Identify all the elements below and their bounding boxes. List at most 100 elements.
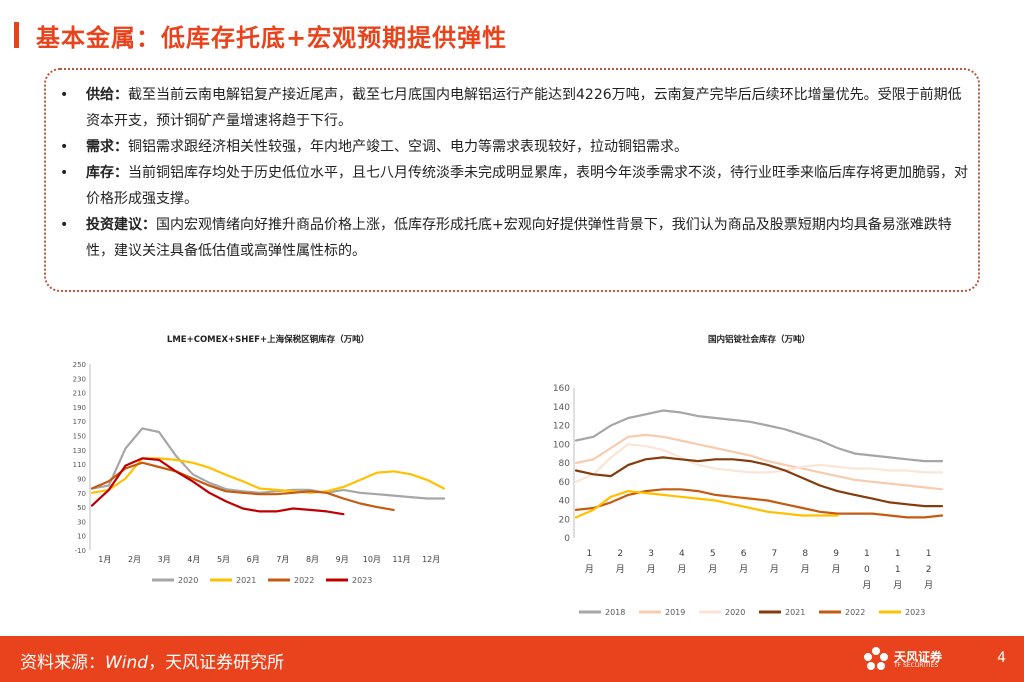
x-tick-label: 月 <box>801 564 810 575</box>
summary-box <box>44 68 980 292</box>
x-tick-label: 4 <box>679 549 685 559</box>
x-tick-label: 1月 <box>98 555 111 564</box>
y-tick-label: 30 <box>77 518 86 526</box>
y-tick-label: 150 <box>73 433 86 441</box>
y-tick-label: 70 <box>77 490 86 498</box>
series-line-2020 <box>90 427 446 500</box>
y-tick-label: 170 <box>73 418 86 426</box>
y-tick-label: 10 <box>77 533 86 541</box>
source-wind: Wind <box>105 653 149 673</box>
bullet-text: 国内宏观情绪向好推升商品价格上涨，低库存形成托底+宏观向好提供弹性背景下，我们认… <box>86 217 952 259</box>
x-tick-label: 1 <box>926 549 932 559</box>
bullet-text: 截至当前云南电解铝复产接近尾声，截至七月底国内电解铝运行产能达到4226万吨，云… <box>86 87 962 129</box>
x-tick-label: 8 <box>802 549 808 559</box>
series-line-2018 <box>574 409 944 463</box>
y-tick-label: 80 <box>559 459 571 469</box>
x-tick-label: 6 <box>741 549 747 559</box>
bullet-key: 库存： <box>86 165 128 181</box>
chart-title: LME+COMEX+SHEF+上海保税区铜库存（万吨） <box>167 334 369 345</box>
series-line-2020 <box>574 443 944 483</box>
x-tick-label: 0 <box>864 565 870 575</box>
x-tick-label: 2 <box>926 565 932 575</box>
y-tick-label: 130 <box>73 447 86 455</box>
x-tick-label: 9月 <box>336 555 349 564</box>
page-title: 基本金属：低库存托底+宏观预期提供弹性 <box>36 24 508 52</box>
bullet-text: 铜铝需求跟经济相关性较强，年内地产竣工、空调、电力等需求表现较好，拉动铜铝需求。 <box>128 139 688 155</box>
source-prefix: 资料来源： <box>20 653 105 673</box>
x-tick-label: 1 <box>895 565 901 575</box>
series-line-2023 <box>90 457 345 516</box>
x-tick-label: 2 <box>617 549 623 559</box>
x-tick-label: 10月 <box>363 555 381 564</box>
x-tick-label: 6月 <box>247 555 260 564</box>
x-tick-label: 3月 <box>158 555 171 564</box>
bullet-supply: • 供给：截至当前云南电解铝复产接近尾声，截至七月底国内电解铝运行产能达到4226… <box>60 82 972 134</box>
logo-text: 天风证券 <box>894 650 943 664</box>
page-number: 4 <box>997 650 1006 666</box>
bullet-key: 供给： <box>86 87 128 103</box>
bullet-advice: • 投资建议：国内宏观情绪向好推升商品价格上涨，低库存形成托底+宏观向好提供弹性背… <box>60 212 972 264</box>
source-suffix: ，天风证券研究所 <box>148 653 285 673</box>
x-tick-label: 月 <box>647 564 656 575</box>
y-tick-label: -10 <box>75 547 86 555</box>
x-tick-label: 9 <box>833 549 839 559</box>
y-tick-label: 60 <box>559 478 571 488</box>
legend-label-2021: 2021 <box>785 608 805 617</box>
x-tick-label: 4月 <box>187 555 200 564</box>
x-tick-label: 7 <box>772 549 778 559</box>
copy-inventory-chart: LME+COMEX+SHEF+上海保税区铜库存（万吨） -10 10 30 50 70 90… <box>73 334 446 585</box>
x-tick-label: 2月 <box>128 555 141 564</box>
x-tick-label: 月 <box>708 564 717 575</box>
x-tick-label: 8月 <box>306 555 319 564</box>
legend-label-2018: 2018 <box>605 608 625 617</box>
x-tick-label: 月 <box>770 564 779 575</box>
legend-label-2022: 2022 <box>294 576 314 585</box>
y-tick-label: 90 <box>77 475 86 483</box>
bullet-dot: • <box>60 217 69 233</box>
series-line-2023 <box>574 490 839 519</box>
y-tick-label: 120 <box>553 422 570 432</box>
x-tick-label: 月 <box>924 580 933 591</box>
y-tick-label: 110 <box>73 461 86 469</box>
source-note: 资料来源：Wind，天风证券研究所 <box>20 648 284 673</box>
x-tick-label: 月 <box>862 580 871 591</box>
legend-label-2023: 2023 <box>352 576 372 585</box>
x-tick-label: 5 <box>710 549 716 559</box>
x-tick-label: 月 <box>585 564 594 575</box>
y-tick-label: 100 <box>553 440 570 450</box>
company-logo: 天风证券 TF SECURITIES <box>862 644 962 674</box>
x-tick-label: 3 <box>648 549 654 559</box>
footer-bar: 资料来源：Wind，天风证券研究所 天风证券 TF SECURITIES 4 <box>0 636 1024 682</box>
legend-label-2021: 2021 <box>236 576 256 585</box>
x-tick-label: 1 <box>587 549 593 559</box>
y-tick-label: 210 <box>73 390 86 398</box>
summary-bullets: • 供给：截至当前云南电解铝复产接近尾声，截至七月底国内电解铝运行产能达到4226… <box>60 82 972 264</box>
y-tick-label: 140 <box>553 403 570 413</box>
legend-label-2023: 2023 <box>905 608 925 617</box>
x-tick-label: 12月 <box>422 555 440 564</box>
bullet-dot: • <box>60 139 69 155</box>
x-tick-label: 11月 <box>392 555 410 564</box>
y-tick-label: 190 <box>73 404 86 412</box>
x-tick-label: 月 <box>616 564 625 575</box>
legend-label-2020: 2020 <box>178 576 198 585</box>
legend-label-2020: 2020 <box>725 608 745 617</box>
bullet-inventory: • 库存：当前铜铝库存均处于历史低位水平，且七八月传统淡季未完成明显累库，表明今年… <box>60 160 972 212</box>
bullet-key: 投资建议： <box>86 217 156 233</box>
x-tick-label: 1 <box>864 549 870 559</box>
x-tick-label: 月 <box>739 564 748 575</box>
series-line-2021 <box>574 456 944 508</box>
x-tick-label: 月 <box>832 564 841 575</box>
bullet-text: 当前铜铝库存均处于历史低位水平，且七八月传统淡季未完成明显累库，表明今年淡季需求… <box>86 165 968 207</box>
legend-label-2019: 2019 <box>665 608 685 617</box>
logo-subtext: TF SECURITIES <box>894 662 939 669</box>
x-tick-label: 月 <box>677 564 686 575</box>
x-tick-label: 7月 <box>276 555 289 564</box>
flower-logo-icon <box>864 647 888 670</box>
y-tick-label: 230 <box>73 375 86 383</box>
series-line-2019 <box>574 433 944 491</box>
x-tick-label: 月 <box>893 580 902 591</box>
y-tick-label: 50 <box>77 504 86 512</box>
bullet-key: 需求： <box>86 139 128 155</box>
series-line-2022 <box>90 461 395 511</box>
